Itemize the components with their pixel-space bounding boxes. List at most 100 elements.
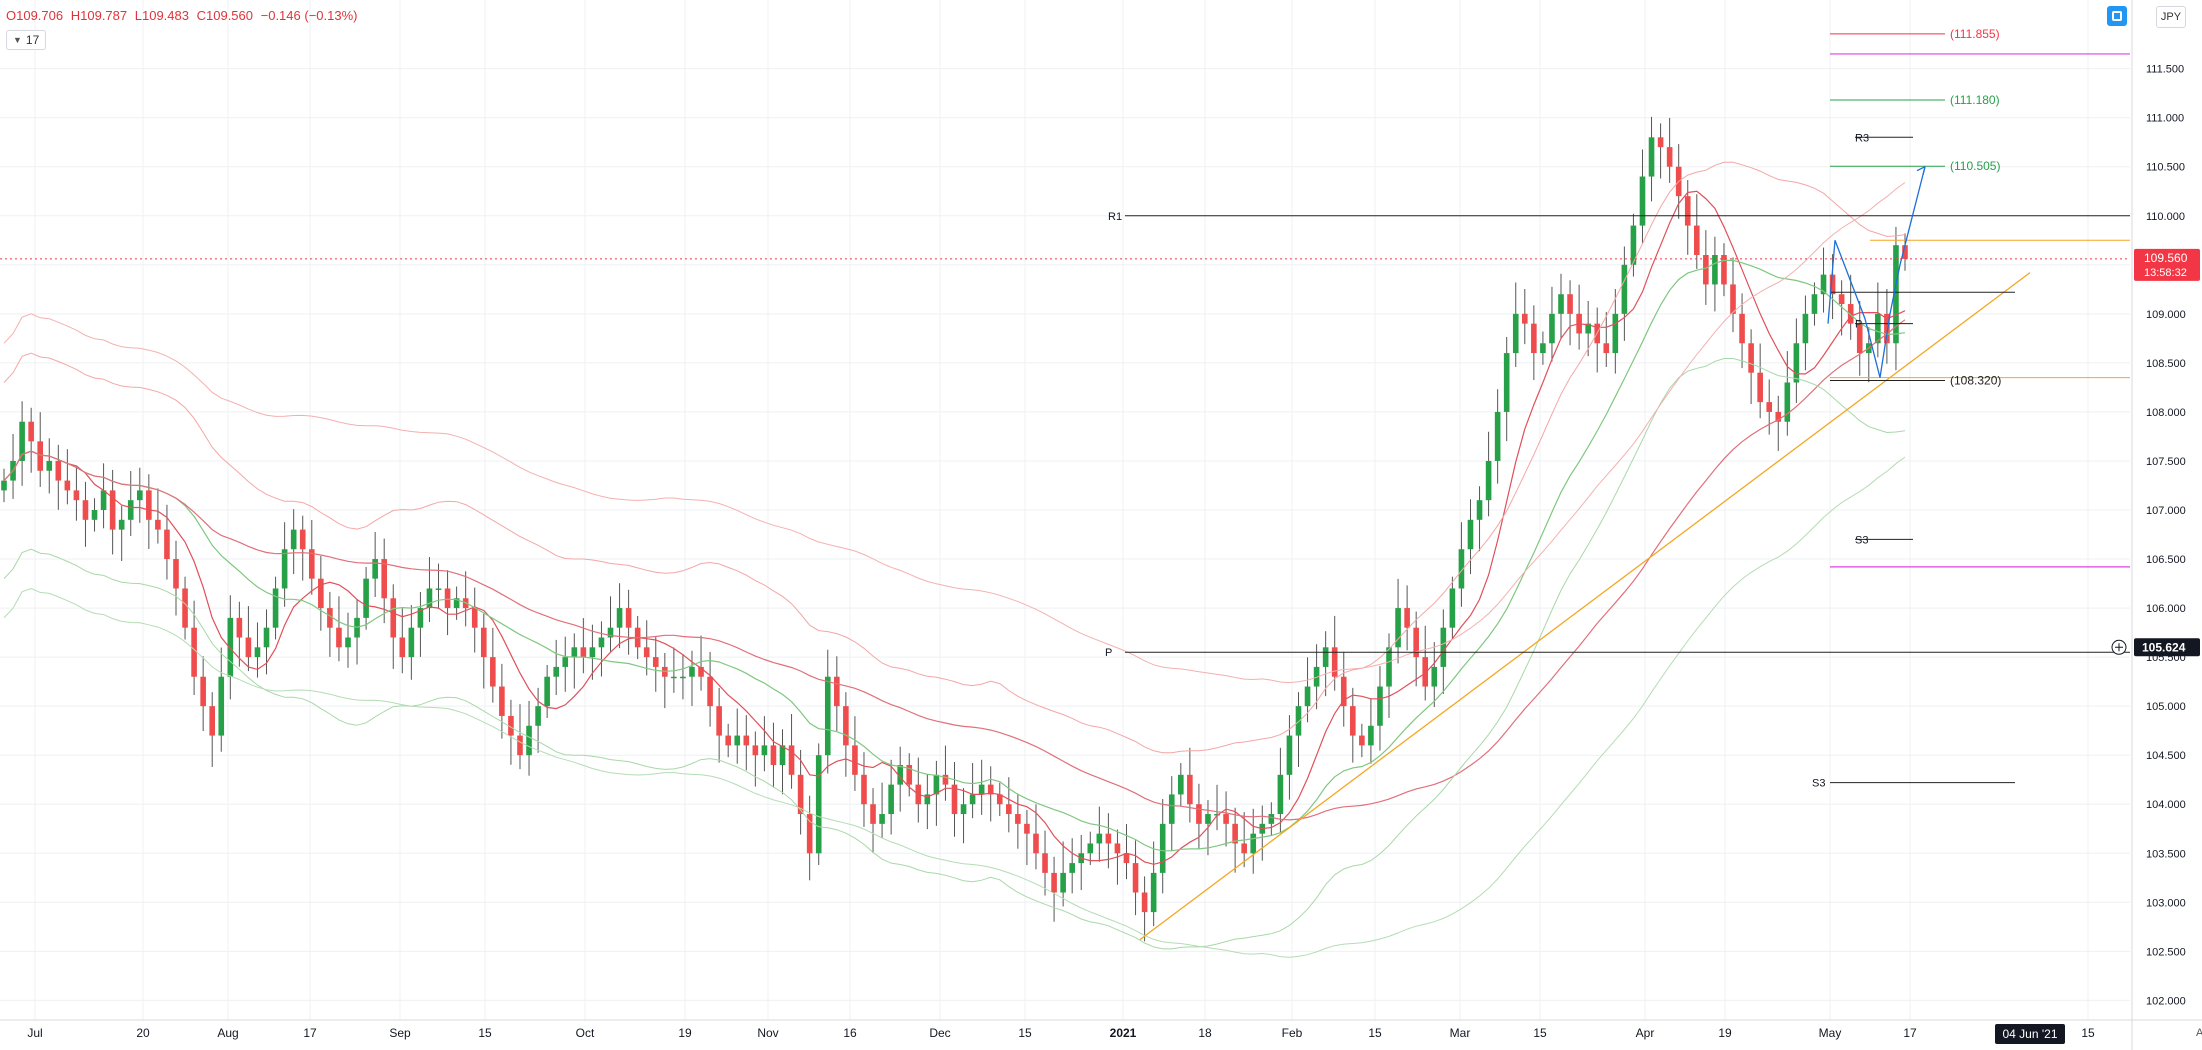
candle xyxy=(915,757,922,823)
candle-body xyxy=(797,774,804,815)
candle-body xyxy=(671,676,677,679)
candle-body xyxy=(1793,343,1800,383)
price-tick-label: 104.000 xyxy=(2146,799,2186,811)
candle xyxy=(1549,286,1555,362)
currency-button[interactable]: JPY xyxy=(2156,6,2186,28)
candle-body xyxy=(1666,147,1673,167)
candle-body xyxy=(245,637,252,658)
candle xyxy=(1349,687,1356,763)
candle-body xyxy=(64,480,71,491)
close-value: C109.560 xyxy=(196,8,253,23)
candle xyxy=(662,652,668,709)
candle-body xyxy=(888,784,894,815)
candle xyxy=(1467,499,1474,575)
candle-body xyxy=(471,608,478,628)
candle xyxy=(607,596,614,652)
candle-body xyxy=(1639,176,1646,226)
candle xyxy=(861,752,867,827)
candle-body xyxy=(408,627,415,658)
candle xyxy=(1024,809,1030,866)
candle xyxy=(173,540,179,616)
fullscreen-button[interactable] xyxy=(2107,6,2127,26)
ma-slow-line xyxy=(3,319,1906,821)
candle-body xyxy=(390,598,397,638)
candle xyxy=(1485,431,1492,517)
candle-body xyxy=(1856,323,1863,354)
candle xyxy=(1033,804,1039,870)
candle-body xyxy=(318,578,324,609)
time-highlight-tag xyxy=(1995,1024,2065,1044)
candle xyxy=(1322,631,1329,697)
candle xyxy=(1630,213,1637,277)
candle-body xyxy=(1060,872,1066,893)
price-tick-label: 107.500 xyxy=(2146,456,2186,468)
candle-body xyxy=(1875,313,1881,344)
candle xyxy=(363,566,369,630)
candle-body xyxy=(1657,137,1664,148)
candle xyxy=(1051,856,1057,922)
candle xyxy=(652,636,659,692)
square-icon xyxy=(2112,11,2122,21)
candle xyxy=(879,782,885,838)
candle xyxy=(1404,585,1410,651)
target-level-label: (110.505) xyxy=(1950,159,2000,173)
candle-body xyxy=(734,735,741,746)
last-price-label: 109.560 xyxy=(2144,251,2188,265)
candle xyxy=(1657,123,1664,179)
candle xyxy=(299,515,306,581)
candle-body xyxy=(1006,804,1012,815)
candle xyxy=(888,759,894,835)
candle xyxy=(245,606,252,672)
candle xyxy=(118,505,125,561)
candle-body xyxy=(761,745,768,756)
candle-body xyxy=(978,784,985,795)
interval-button[interactable]: ▼ 17 xyxy=(6,30,47,50)
candle-body xyxy=(1024,823,1030,834)
candle-body xyxy=(517,735,523,756)
candle-body xyxy=(1223,814,1229,824)
candle xyxy=(499,663,505,739)
candle-body xyxy=(1757,372,1763,403)
candle-body xyxy=(924,794,931,805)
candle xyxy=(453,586,460,620)
candle xyxy=(1295,692,1302,767)
candle xyxy=(37,412,44,487)
candle xyxy=(1422,625,1429,701)
candle-body xyxy=(806,814,813,854)
projection-arrow xyxy=(1916,166,1926,175)
candle xyxy=(897,746,903,812)
candle xyxy=(1377,666,1383,751)
candle-body xyxy=(1340,676,1347,707)
candle-body xyxy=(146,490,152,520)
candle xyxy=(1141,876,1148,942)
candle-body xyxy=(969,794,976,805)
candle xyxy=(1359,723,1365,758)
candle xyxy=(290,509,297,575)
candle xyxy=(1277,747,1284,833)
price-tick-label: 108.000 xyxy=(2146,407,2186,419)
candle xyxy=(942,745,949,801)
last-price-tag xyxy=(2134,248,2200,281)
candle-body xyxy=(788,745,795,775)
time-tick-label: 15 xyxy=(478,1026,492,1040)
candle xyxy=(1730,257,1736,333)
time-tick-label: Jul xyxy=(27,1026,42,1040)
candle-body xyxy=(1241,843,1247,854)
candle xyxy=(1015,793,1021,849)
candle-body xyxy=(580,647,587,658)
candle xyxy=(978,759,985,815)
candle xyxy=(490,627,496,703)
auto-scale-button[interactable]: A xyxy=(2196,1027,2202,1039)
candle xyxy=(426,557,433,623)
price-tick-label: 103.500 xyxy=(2146,848,2186,860)
band-outer-lower-line xyxy=(3,456,1906,958)
grid xyxy=(0,0,2130,1020)
candle-body xyxy=(535,706,541,726)
candle-body xyxy=(689,666,695,677)
candle-body xyxy=(1693,225,1700,255)
time-tick-label: Feb xyxy=(1282,1026,1303,1040)
candle-body xyxy=(1250,833,1257,854)
candle-body xyxy=(1829,274,1836,295)
candle xyxy=(127,470,134,536)
